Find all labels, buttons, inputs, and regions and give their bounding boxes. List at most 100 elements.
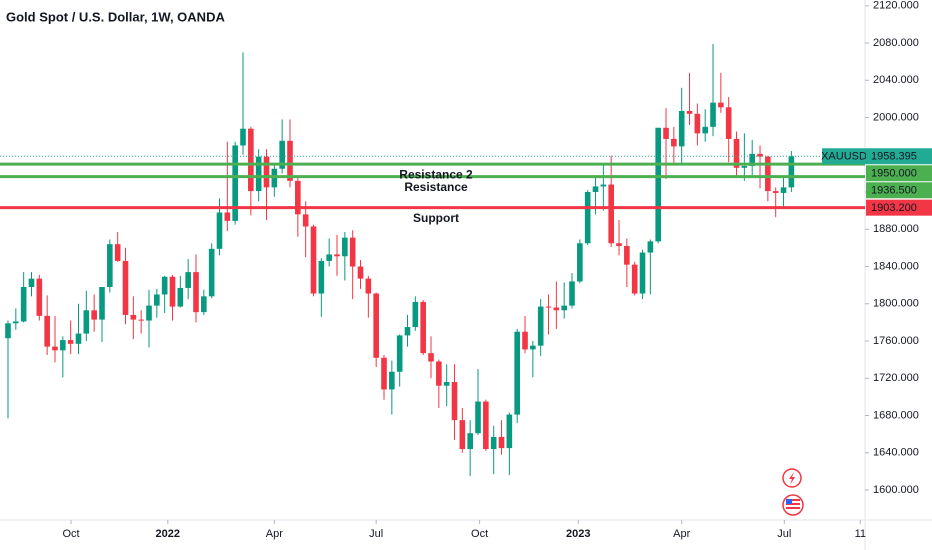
candle-body	[686, 111, 693, 114]
x-tick-label: Oct	[471, 528, 488, 540]
candle-body	[334, 254, 340, 257]
candle-body	[733, 138, 740, 168]
candle-body	[443, 381, 450, 386]
candle-body	[83, 310, 90, 334]
candle-body	[694, 113, 701, 134]
candle-body	[631, 264, 638, 294]
candle-body	[467, 433, 473, 450]
candle-body	[99, 287, 105, 320]
candle-body	[663, 127, 669, 139]
candle-body	[396, 335, 403, 372]
chart-title: Gold Spot / U.S. Dollar, 1W, OANDA	[6, 9, 225, 24]
candle-body	[592, 186, 599, 193]
candle-body	[161, 276, 168, 295]
y-tick-label: 1640.000	[873, 447, 919, 459]
candle-body	[616, 243, 622, 247]
candle-body	[318, 260, 325, 294]
candle-body	[169, 276, 176, 307]
icon-bolt	[789, 472, 795, 485]
candle-body	[389, 371, 395, 390]
x-tick-label: Apr	[673, 528, 690, 540]
candle-body	[44, 315, 50, 347]
x-tick-label: Oct	[62, 528, 79, 540]
candle-body	[263, 156, 270, 188]
candle-body	[28, 278, 35, 288]
candle-body	[702, 126, 708, 134]
y-tick-label: 1840.000	[873, 260, 919, 272]
candle-body	[710, 102, 716, 127]
y-tick-label: 1760.000	[873, 335, 919, 347]
level-label: Support	[413, 211, 459, 225]
y-tick-label: 1600.000	[873, 484, 919, 496]
lightning-icon[interactable]	[782, 468, 802, 488]
candle-body	[240, 128, 246, 146]
candle-body	[381, 357, 387, 390]
flag-stripe	[786, 507, 800, 509]
symbol-box	[822, 148, 866, 165]
candle-body	[5, 323, 11, 339]
x-tick-label: 2023	[566, 528, 590, 540]
level-price-box	[866, 182, 932, 199]
candle-body	[569, 281, 575, 306]
candle-body	[357, 266, 364, 279]
x-tick-label: Apr	[266, 528, 283, 540]
candle-body	[608, 184, 614, 244]
candle-body	[232, 145, 238, 221]
candle-body	[514, 331, 520, 415]
y-tick-label: 1720.000	[873, 372, 919, 384]
candle-body	[765, 156, 771, 192]
candle-body	[428, 353, 434, 362]
level-price-box	[866, 165, 932, 182]
candle-body	[545, 306, 552, 308]
flag-canton	[786, 499, 792, 504]
candle-body	[671, 138, 677, 147]
candle-body	[788, 156, 795, 188]
x-tick-label: 2022	[156, 528, 180, 540]
candle-body	[365, 278, 372, 294]
candle-body	[639, 252, 646, 294]
candle-body	[553, 307, 560, 311]
level-price-label: 1936.500	[871, 185, 917, 197]
flag-stripe	[786, 499, 800, 501]
price-label: 1958.395	[871, 151, 917, 163]
candle-body	[537, 306, 544, 346]
candle-body	[67, 340, 74, 344]
candle-body	[114, 244, 121, 261]
candle-body	[584, 192, 591, 244]
candle-body	[75, 333, 82, 344]
candle-body	[248, 128, 254, 192]
plot-area	[0, 43, 865, 477]
candle-body	[201, 296, 207, 313]
candle-body	[436, 361, 442, 386]
candle-body	[342, 237, 348, 257]
candle-body	[154, 294, 160, 306]
candle-body	[287, 140, 293, 181]
candle-body	[451, 381, 458, 421]
candle-body	[420, 301, 426, 354]
level-price-label: 1903.200	[871, 202, 917, 214]
candle-body	[647, 241, 654, 253]
candle-body	[483, 401, 489, 450]
candle-body	[678, 111, 685, 147]
candle-body	[490, 436, 497, 450]
level-price-label: 1950.000	[871, 168, 917, 180]
candle-body	[185, 272, 191, 288]
flag-icon[interactable]	[782, 494, 804, 516]
candle-body	[91, 310, 97, 320]
y-tick-label: 1800.000	[873, 298, 919, 310]
candle-body	[208, 248, 215, 297]
candle-body	[772, 191, 779, 193]
price-box	[866, 148, 932, 165]
candle-body	[349, 237, 356, 267]
candle-body	[780, 187, 787, 193]
candle-body	[498, 436, 505, 449]
candle-body	[475, 401, 481, 434]
candle-body	[741, 165, 748, 168]
candle-body	[373, 293, 379, 358]
candle-body	[749, 153, 755, 166]
y-tick-label: 1880.000	[873, 223, 919, 235]
candle-body	[757, 153, 763, 157]
candle-body	[255, 156, 262, 192]
